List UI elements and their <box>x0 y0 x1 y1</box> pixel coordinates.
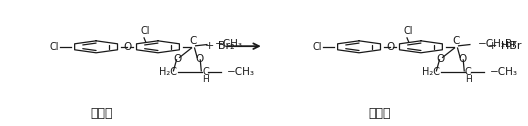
Text: Cl: Cl <box>403 26 413 36</box>
Text: Cl: Cl <box>50 42 59 52</box>
Text: + HBr: + HBr <box>488 41 522 51</box>
Text: O: O <box>458 54 466 64</box>
Text: H: H <box>202 75 209 84</box>
Text: C: C <box>190 36 197 46</box>
Text: −CH₃: −CH₃ <box>215 39 243 49</box>
Text: C: C <box>452 36 460 46</box>
Text: −CH₃: −CH₃ <box>227 67 255 77</box>
Text: C: C <box>465 67 472 77</box>
Text: Cl: Cl <box>140 26 150 36</box>
Text: −CH₃: −CH₃ <box>490 67 518 77</box>
Text: H₂C: H₂C <box>422 67 440 77</box>
Text: H₂C: H₂C <box>159 67 177 77</box>
Text: O: O <box>124 42 131 52</box>
Text: 溨化物: 溨化物 <box>369 107 391 120</box>
Text: O: O <box>195 54 203 64</box>
Text: Cl: Cl <box>313 42 322 52</box>
Text: −CH₂Br: −CH₂Br <box>478 39 517 49</box>
Text: + Br₂: + Br₂ <box>205 41 234 51</box>
Text: C: C <box>202 67 209 77</box>
Text: H: H <box>465 75 472 84</box>
Text: O: O <box>173 54 182 64</box>
Text: O: O <box>386 42 394 52</box>
Text: O: O <box>436 54 445 64</box>
Text: 环合物: 环合物 <box>90 107 112 120</box>
